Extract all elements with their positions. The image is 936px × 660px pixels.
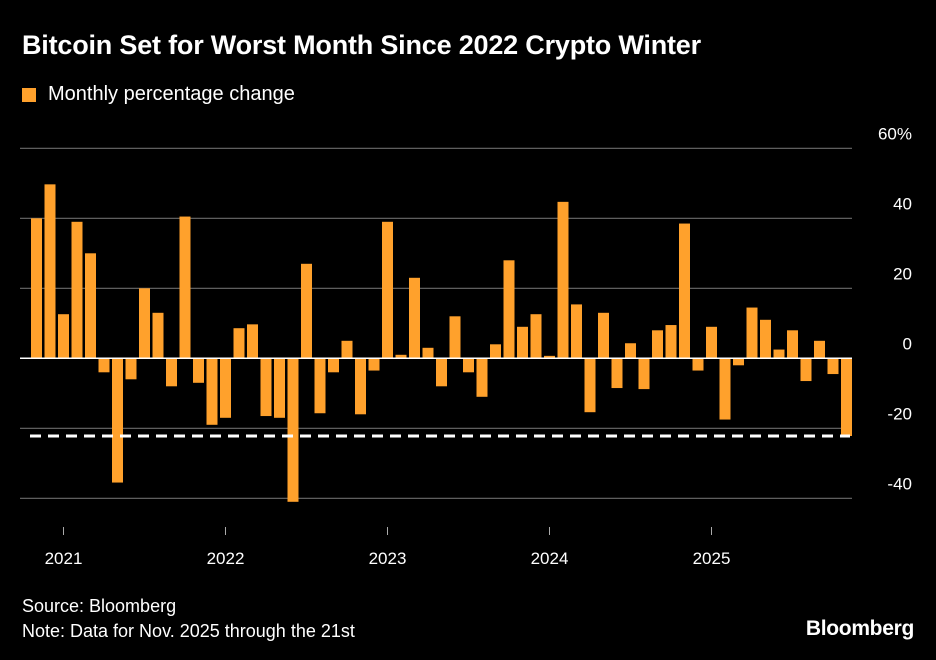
bar	[557, 201, 569, 359]
bar	[260, 358, 272, 417]
bar	[287, 358, 299, 502]
bar	[314, 358, 326, 414]
bar	[112, 358, 123, 483]
bar	[395, 354, 407, 359]
bar	[125, 358, 137, 380]
x-tick-label: 2024	[531, 549, 569, 568]
bar	[463, 358, 474, 373]
bar	[476, 358, 488, 397]
bar	[719, 358, 731, 420]
bar	[449, 316, 461, 359]
y-tick-label: -40	[887, 474, 912, 493]
x-tick-label: 2023	[369, 549, 407, 568]
bar	[247, 324, 258, 359]
bar	[85, 253, 96, 359]
bar	[31, 218, 42, 359]
x-tick-label: 2021	[45, 549, 83, 568]
bar	[598, 312, 609, 359]
bar	[368, 358, 380, 371]
bar	[517, 326, 528, 359]
chart-title: Bitcoin Set for Worst Month Since 2022 C…	[22, 30, 701, 60]
y-tick-label: -20	[887, 404, 912, 423]
y-tick-label: 20	[893, 264, 912, 283]
bar	[436, 358, 447, 387]
bar	[490, 344, 501, 359]
legend: Monthly percentage change	[22, 83, 295, 106]
bar	[611, 358, 623, 389]
bar	[206, 358, 218, 425]
bar	[706, 326, 717, 359]
bar	[341, 340, 353, 359]
bar	[773, 349, 785, 359]
bar	[787, 330, 798, 359]
bar	[652, 330, 663, 359]
bar	[220, 358, 231, 418]
bar	[71, 221, 83, 359]
bar	[422, 347, 434, 359]
y-tick-label: 40	[893, 194, 912, 213]
x-tick-label: 2025	[693, 549, 731, 568]
bar	[814, 340, 825, 359]
bar	[98, 358, 110, 373]
legend-label: Monthly percentage change	[48, 83, 295, 105]
bar	[827, 358, 839, 375]
bar	[382, 221, 393, 359]
bar	[274, 358, 285, 418]
bar	[355, 358, 366, 415]
bar	[58, 314, 69, 359]
bar	[800, 358, 812, 382]
bar	[193, 358, 204, 383]
data-note: Note: Data for Nov. 2025 through the 21s…	[22, 621, 355, 641]
y-tick-label: 60%	[878, 124, 912, 143]
bar	[530, 314, 542, 359]
bar	[625, 343, 636, 359]
bar	[760, 319, 771, 359]
bar	[233, 328, 245, 359]
x-tick-label: 2022	[207, 549, 245, 568]
bar	[638, 358, 650, 390]
bar	[571, 304, 582, 359]
bar	[301, 263, 312, 359]
bar	[179, 216, 191, 359]
bar	[544, 355, 555, 359]
bar	[841, 358, 852, 436]
bar	[152, 312, 164, 359]
bar	[746, 307, 758, 359]
bar	[665, 325, 677, 359]
bar	[679, 223, 690, 359]
source-note: Source: Bloomberg	[22, 596, 177, 616]
bar	[733, 358, 744, 366]
legend-swatch	[22, 87, 36, 102]
bar	[692, 358, 704, 371]
bar	[584, 358, 596, 413]
y-tick-label: 0	[903, 334, 912, 353]
bar	[44, 184, 56, 359]
bloomberg-logo: Bloomberg	[805, 617, 914, 640]
bar	[503, 260, 515, 359]
bar	[139, 288, 150, 359]
bar	[328, 358, 339, 373]
bar	[166, 358, 177, 387]
bar	[409, 277, 420, 359]
